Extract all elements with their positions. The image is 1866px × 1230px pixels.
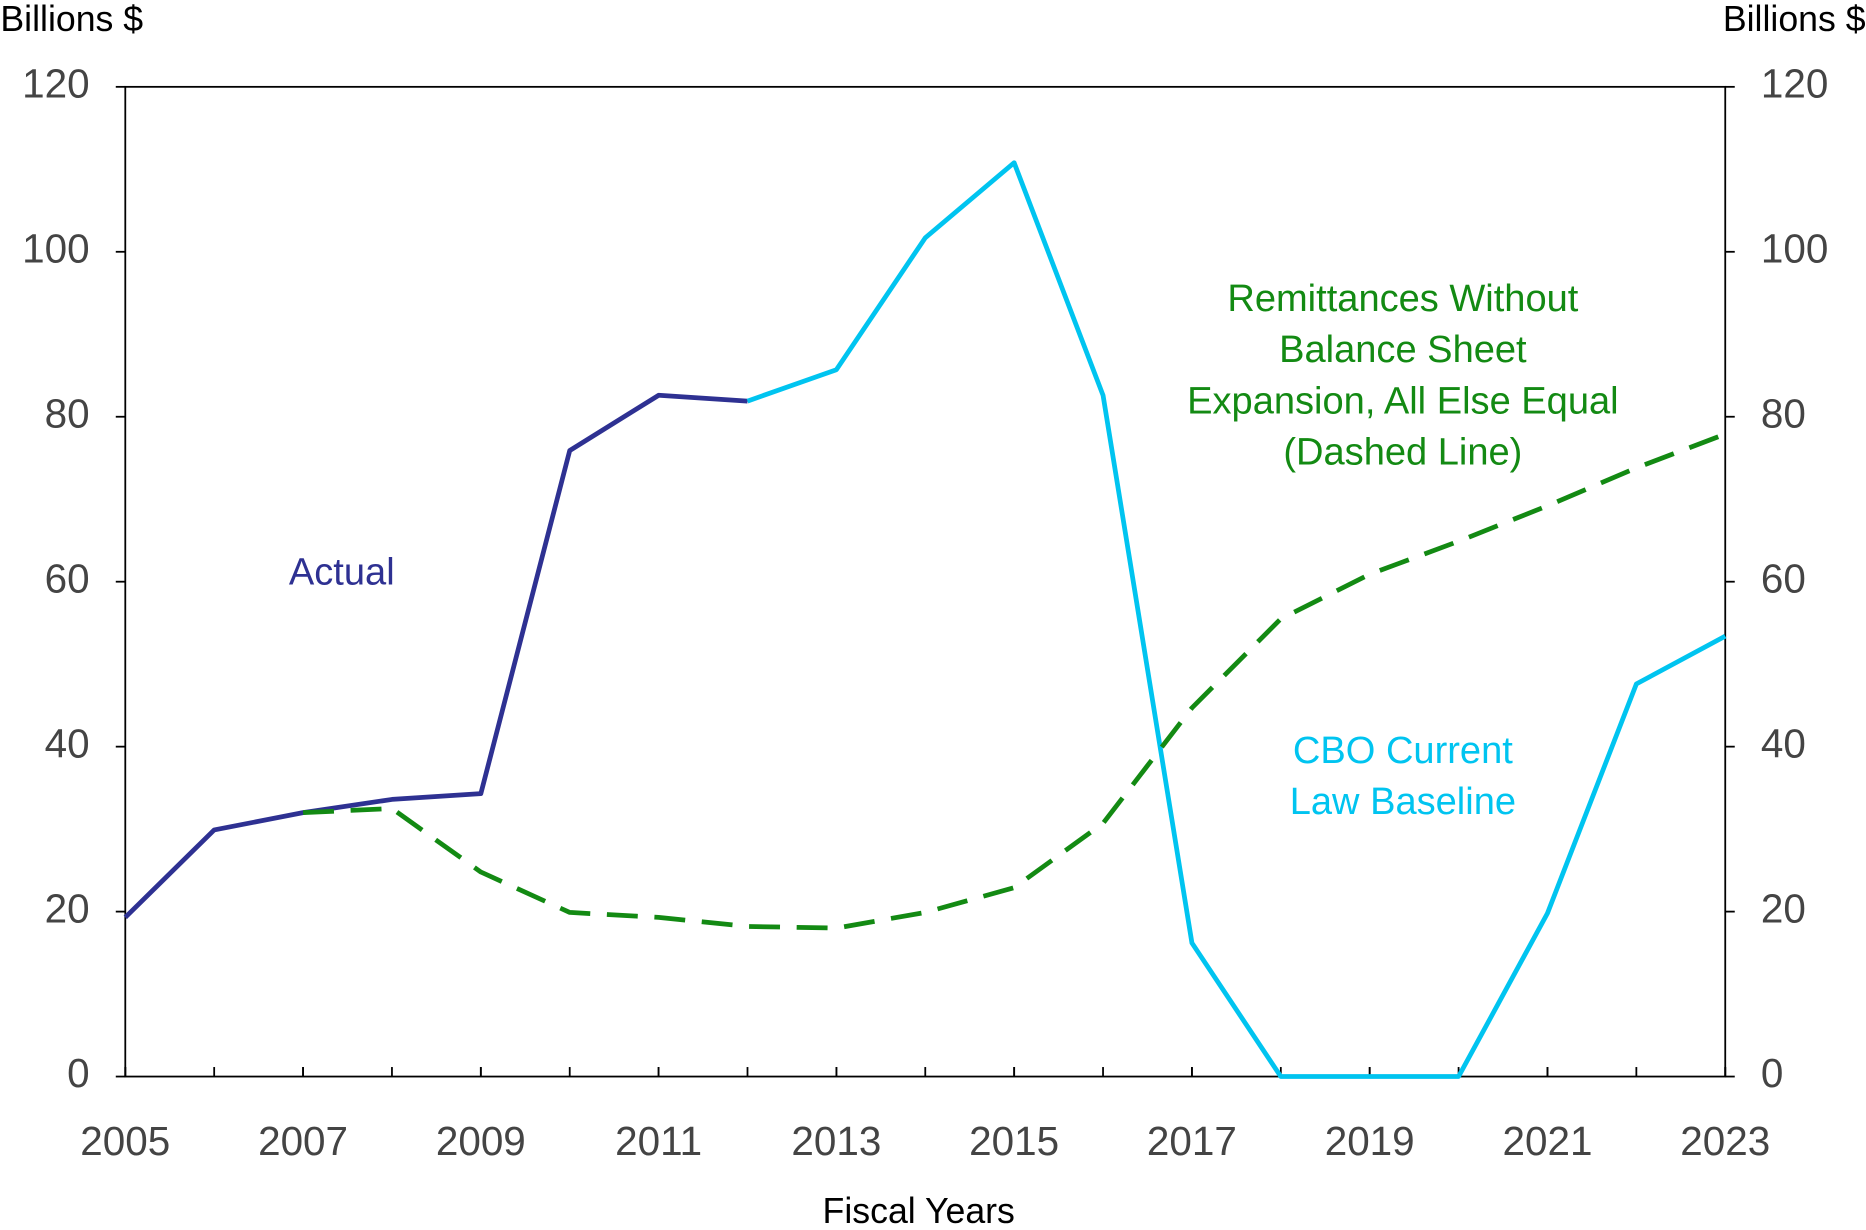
annotation: Balance Sheet bbox=[1279, 329, 1527, 371]
y-axis-title: Billions $ bbox=[0, 0, 143, 39]
x-tick-label: 2017 bbox=[1147, 1118, 1237, 1164]
y2-tick-label: 0 bbox=[1761, 1050, 1784, 1096]
x-tick-label: 2009 bbox=[436, 1118, 526, 1164]
annotation: Actual bbox=[289, 552, 395, 594]
y-tick-label: 0 bbox=[67, 1050, 90, 1096]
x-tick-label: 2019 bbox=[1325, 1118, 1415, 1164]
series-line bbox=[746, 160, 1727, 1079]
x-axis-title: Fiscal Years bbox=[823, 1191, 1015, 1230]
x-tick-label: 2015 bbox=[969, 1118, 1059, 1164]
y-tick-label: 120 bbox=[22, 61, 89, 107]
y2-tick-label: 20 bbox=[1761, 885, 1806, 931]
y2-tick-label: 40 bbox=[1761, 720, 1806, 766]
y-tick-label: 40 bbox=[45, 720, 90, 766]
x-tick-label: 2005 bbox=[80, 1118, 170, 1164]
y2-tick-label: 120 bbox=[1761, 61, 1828, 107]
y2-tick-label: 60 bbox=[1761, 555, 1806, 601]
series-line bbox=[302, 431, 1727, 931]
y2-tick-label: 100 bbox=[1761, 225, 1828, 271]
annotation: Remittances Without bbox=[1227, 278, 1578, 320]
x-tick-label: 2007 bbox=[258, 1118, 348, 1164]
series-line bbox=[123, 392, 748, 920]
x-tick-label: 2013 bbox=[791, 1118, 881, 1164]
y-tick-label: 100 bbox=[22, 225, 89, 271]
x-tick-label: 2011 bbox=[615, 1118, 702, 1164]
annotation: CBO Current bbox=[1293, 730, 1513, 772]
y2-axis-title: Billions $ bbox=[1723, 0, 1866, 39]
y-tick-label: 20 bbox=[45, 885, 90, 931]
y-tick-label: 60 bbox=[45, 555, 90, 601]
annotation: (Dashed Line) bbox=[1283, 431, 1522, 473]
annotation: Expansion, All Else Equal bbox=[1187, 380, 1618, 422]
y-tick-label: 80 bbox=[45, 390, 90, 436]
annotation: Law Baseline bbox=[1290, 781, 1516, 823]
y2-tick-label: 80 bbox=[1761, 390, 1806, 436]
x-tick-label: 2021 bbox=[1502, 1118, 1592, 1164]
x-tick-label: 2023 bbox=[1680, 1118, 1770, 1164]
